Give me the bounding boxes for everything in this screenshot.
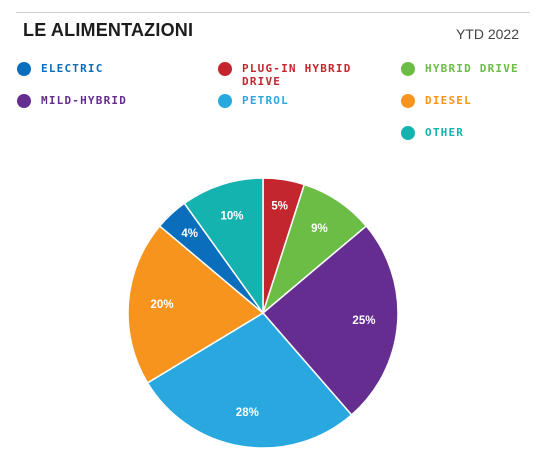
legend-swatch-plug-in-hybrid [218,62,232,76]
pie-label-other: 10% [220,211,243,223]
pie-label-diesel: 20% [151,299,174,311]
legend-label-petrol: PETROL [242,94,289,107]
legend-item-plug-in-hybrid: PLUG-IN HYBRID DRIVE [218,62,372,88]
legend-label-other: OTHER [425,126,465,139]
legend-swatch-electric [17,62,31,76]
pie-label-petrol: 28% [236,407,259,419]
legend-swatch-mild-hybrid [17,94,31,108]
legend-label-diesel: DIESEL [425,94,472,107]
legend-label-electric: ELECTRIC [41,62,104,75]
legend-item-mild-hybrid: MILD-HYBRID [17,94,171,108]
pie-label-mild-hybrid: 25% [352,315,375,327]
legend-swatch-other [401,126,415,140]
pie-slice-petrol [146,312,353,449]
pie-slice-other [183,177,264,316]
pie-label-electric: 4% [181,228,198,240]
legend-label-hybrid-drive: HYBRID DRIVE [425,62,519,75]
chart-period: YTD 2022 [455,26,519,42]
chart-title: LE ALIMENTAZIONI [23,20,194,40]
legend-label-mild-hybrid: MILD-HYBRID [41,94,128,107]
header-divider [16,12,530,13]
pie-slice-mild-hybrid [261,224,399,416]
legend-item-other: OTHER [401,126,546,140]
pie-slice-diesel [127,224,265,384]
pie-label-plug-in-hybrid-drive: 5% [271,200,288,212]
pie-label-hybrid-drive: 9% [311,223,328,235]
legend-item-diesel: DIESEL [401,94,546,108]
legend-swatch-hybrid-drive [401,62,415,76]
legend-item-hybrid-drive: HYBRID DRIVE [401,62,546,76]
legend-item-electric: ELECTRIC [17,62,171,76]
legend-item-petrol: PETROL [218,94,372,108]
legend-swatch-petrol [218,94,232,108]
legend-swatch-diesel [401,94,415,108]
legend-label-plug-in-hybrid: PLUG-IN HYBRID DRIVE [242,62,352,88]
